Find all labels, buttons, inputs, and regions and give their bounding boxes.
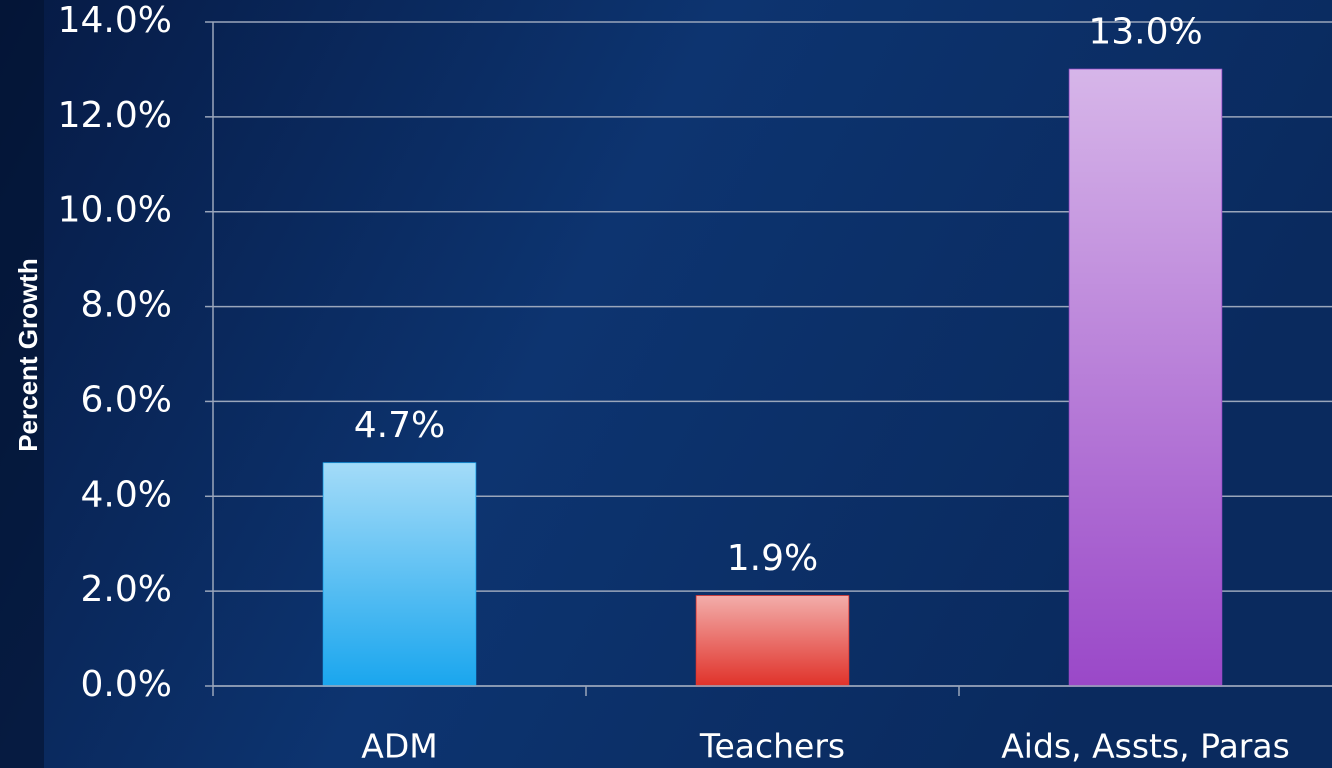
y-tick-label: 0.0%	[81, 664, 172, 705]
x-tick-label: Aids, Assts, Paras	[1001, 727, 1290, 766]
y-tick-label: 2.0%	[81, 569, 172, 610]
y-tick-label: 8.0%	[81, 285, 172, 326]
side-strip	[0, 0, 44, 768]
bar-shine	[696, 595, 849, 686]
bar-shine	[1069, 69, 1222, 686]
value-label: 13.0%	[1088, 11, 1202, 52]
y-axis-label: Percent Growth	[13, 258, 43, 452]
x-tick-label: Teachers	[699, 727, 845, 766]
y-tick-label: 6.0%	[81, 379, 172, 420]
value-label: 4.7%	[354, 405, 445, 446]
y-tick-label: 12.0%	[58, 95, 172, 136]
y-tick-label: 14.0%	[58, 0, 172, 41]
y-tick-label: 10.0%	[58, 190, 172, 231]
value-label: 1.9%	[727, 538, 818, 579]
y-tick-label: 4.0%	[81, 474, 172, 515]
bar-shine	[323, 463, 476, 686]
x-tick-label: ADM	[361, 727, 437, 766]
